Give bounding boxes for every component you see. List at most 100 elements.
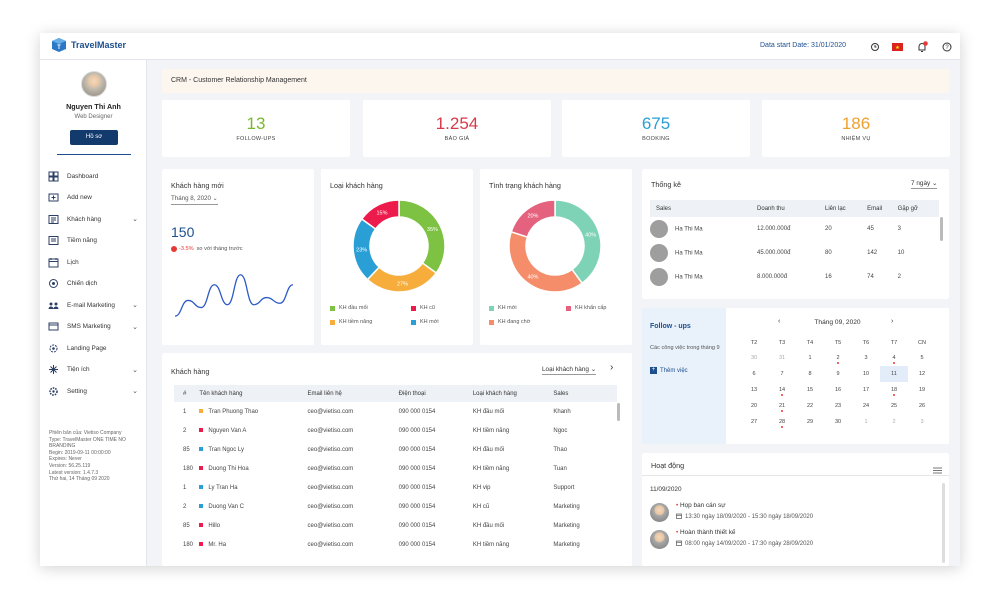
table-row[interactable]: 2 Duong Van C ceo@vietiso.com 090 000 0154 K…	[174, 497, 617, 516]
calendar-day[interactable]: 30	[740, 350, 768, 366]
calendar-day[interactable]: 23	[824, 398, 852, 414]
calendar-day[interactable]: 14	[768, 382, 796, 398]
calendar-day[interactable]: 19	[908, 382, 936, 398]
column-header[interactable]: Email	[867, 200, 898, 217]
calendar-day[interactable]: 17	[852, 382, 880, 398]
table-row[interactable]: 2 Nguyen Van A ceo@vietiso.com 090 000 0154…	[174, 421, 617, 440]
donut-slice[interactable]	[360, 199, 400, 231]
calendar-day[interactable]: 3	[908, 414, 936, 430]
calendar-day[interactable]: 29	[796, 414, 824, 430]
next-arrow-icon[interactable]: ›	[610, 362, 614, 373]
donut-slice[interactable]	[510, 199, 556, 238]
table-row[interactable]: Ha Thi Ma 12.000.000đ 20 45 3	[650, 217, 939, 241]
donut-slice[interactable]	[554, 199, 602, 285]
column-header[interactable]: Liên lạc	[825, 200, 868, 217]
calendar-day[interactable]: 2	[880, 414, 908, 430]
next-month-icon[interactable]: ›	[891, 318, 894, 325]
column-header[interactable]: Sales	[553, 385, 617, 402]
stat-card-booking[interactable]: 675 BOOKING	[562, 100, 750, 157]
prev-month-icon[interactable]: ‹	[778, 318, 781, 325]
column-header[interactable]: Sales	[650, 200, 758, 217]
column-header[interactable]: Doanh thu	[757, 200, 825, 217]
calendar-day[interactable]: 11	[880, 366, 908, 382]
stat-card-b-o-gi-[interactable]: 1.254 BÁO GIÁ	[363, 100, 551, 157]
calendar-day[interactable]: 12	[908, 366, 936, 382]
calendar-day[interactable]: 1	[796, 350, 824, 366]
calendar-day[interactable]: 1	[852, 414, 880, 430]
scrollbar[interactable]	[942, 483, 945, 563]
activity-item[interactable]: • Hoàn thành thiết kế 08:00 ngày 14/09/20…	[650, 528, 930, 552]
language-flag-icon[interactable]: ★	[890, 40, 904, 54]
sidebar-item-customers[interactable]: Khách hàng ⌄	[48, 212, 144, 226]
column-header[interactable]: Tên khách hàng	[199, 385, 308, 402]
period-select[interactable]: 7 ngày ⌄	[911, 179, 938, 189]
history-icon[interactable]	[868, 40, 882, 54]
user-avatar[interactable]	[81, 71, 107, 97]
help-icon[interactable]: ?	[940, 40, 954, 54]
table-row[interactable]: Ha Thi Ma 45.000.000đ 80 142 10	[650, 241, 939, 265]
calendar-day[interactable]: 21	[768, 398, 796, 414]
calendar-day[interactable]: 4	[880, 350, 908, 366]
sidebar-item-add-new[interactable]: Add new	[48, 191, 144, 205]
stat-card-follow-ups[interactable]: 13 FOLLOW-UPS	[162, 100, 350, 157]
profile-button[interactable]: Hồ sơ	[70, 130, 118, 145]
calendar-day[interactable]: 3	[852, 350, 880, 366]
column-header[interactable]: Gặp gỡ	[897, 200, 939, 217]
sidebar-item-potential[interactable]: Tiềm năng	[48, 234, 144, 248]
stat-card-nhi-m-v-[interactable]: 186 NHIỆM VỤ	[762, 100, 950, 157]
sidebar-item-calendar[interactable]: Lịch	[48, 255, 144, 269]
table-row[interactable]: 180 Mr. Ha ceo@vietiso.com 090 000 0154 KH t…	[174, 535, 617, 554]
calendar-day[interactable]: 5	[908, 350, 936, 366]
calendar-day[interactable]: 8	[796, 366, 824, 382]
calendar-day[interactable]: 7	[768, 366, 796, 382]
sidebar-item-sms[interactable]: SMS Marketing ⌄	[48, 320, 144, 334]
calendar-day[interactable]: 2	[824, 350, 852, 366]
donut-slice[interactable]	[508, 230, 584, 293]
calendar-day[interactable]: 13	[740, 382, 768, 398]
calendar-day[interactable]: 16	[824, 382, 852, 398]
calendar-day[interactable]: 30	[824, 414, 852, 430]
calendar-day[interactable]: 25	[880, 398, 908, 414]
calendar-day[interactable]: 31	[768, 350, 796, 366]
sidebar-item-campaign[interactable]: Chiến dịch	[48, 277, 144, 291]
notification-bell-icon[interactable]	[915, 40, 929, 54]
calendar-day[interactable]: 6	[740, 366, 768, 382]
column-header[interactable]: Email liên hệ	[307, 385, 399, 402]
sidebar-item-landing[interactable]: Landing Page	[48, 341, 144, 355]
calendar-week: 6 7 8 9 10 11 12	[740, 366, 936, 382]
calendar-day[interactable]: 20	[740, 398, 768, 414]
calendar-day[interactable]: 27	[740, 414, 768, 430]
calendar-day[interactable]: 18	[880, 382, 908, 398]
activity-item[interactable]: • Họp ban cán sự 13:30 ngày 18/09/2020 - …	[650, 501, 930, 525]
calendar-day[interactable]: 15	[796, 382, 824, 398]
column-header[interactable]: #	[174, 385, 200, 402]
sidebar-item-utilities[interactable]: Tiện ích ⌄	[48, 363, 144, 377]
calendar-day[interactable]: 24	[852, 398, 880, 414]
table-row[interactable]: 1 Tran Phuong Thao ceo@vietiso.com 090 000 …	[174, 402, 617, 421]
calendar-day[interactable]: 26	[908, 398, 936, 414]
sidebar-item-dashboard[interactable]: Dashboard	[48, 169, 144, 183]
menu-icon[interactable]	[933, 461, 942, 479]
calendar-day[interactable]: 28	[768, 414, 796, 430]
column-header[interactable]: Loại khách hàng	[472, 385, 554, 402]
sidebar-item-email[interactable]: E-mail Marketing ⌄	[48, 298, 144, 312]
calendar-day[interactable]: 22	[796, 398, 824, 414]
scrollbar[interactable]	[617, 403, 620, 421]
table-row[interactable]: 85 Hillo ceo@vietiso.com 090 000 0154 KH đầu…	[174, 516, 617, 535]
table-row[interactable]: 85 Tran Ngoc Ly ceo@vietiso.com 090 000 015…	[174, 440, 617, 459]
calendar-day[interactable]: 10	[852, 366, 880, 382]
table-row[interactable]: Ha Thi Ma 8.000.000đ 16 74 2	[650, 265, 939, 289]
column-header[interactable]: Điện thoại	[398, 385, 473, 402]
table-row[interactable]: 180 Duong Thi Hoa ceo@vietiso.com 090 000 0…	[174, 459, 617, 478]
sidebar-item-setting[interactable]: Setting ⌄	[48, 384, 144, 398]
calendar-day[interactable]: 9	[824, 366, 852, 382]
app-logo[interactable]: T TravelMaster	[50, 37, 126, 53]
donut-slice[interactable]	[398, 199, 446, 275]
customer-type-filter[interactable]: Loại khách hàng ⌄	[542, 365, 597, 375]
scrollbar[interactable]	[940, 217, 943, 241]
add-task-button[interactable]: + Thêm việc	[650, 367, 688, 374]
sidebar-item-label: Lịch	[67, 258, 79, 266]
month-select[interactable]: Tháng 8, 2020 ⌄	[171, 195, 218, 205]
table-row[interactable]: 1 Ly Tran Ha ceo@vietiso.com 090 000 0154 KH…	[174, 478, 617, 497]
sales-cell: Ha Thi Ma	[650, 241, 757, 265]
